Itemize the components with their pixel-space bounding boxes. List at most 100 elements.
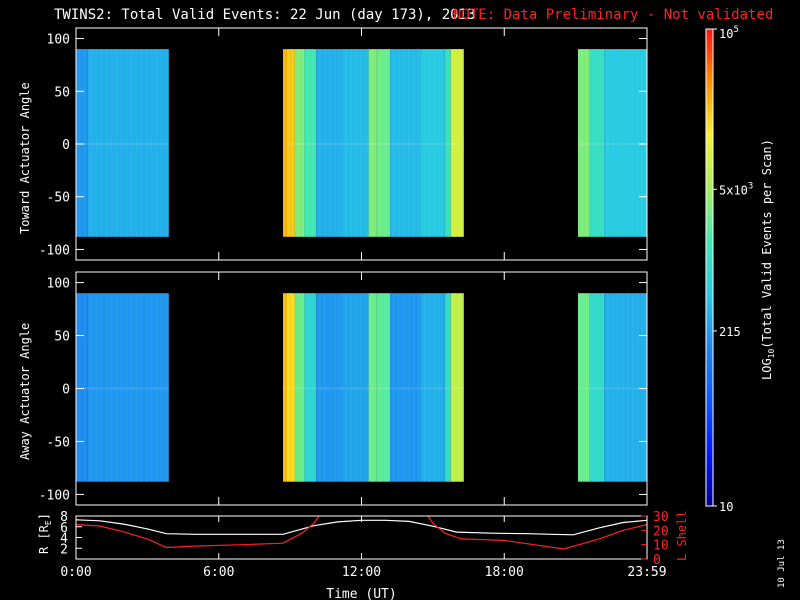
time-xtick-label: 0:00 bbox=[60, 565, 91, 580]
top-band-stripe bbox=[319, 49, 321, 237]
top-band-stripe bbox=[371, 49, 373, 237]
bottom-ytick-label: 50 bbox=[54, 330, 70, 345]
top-band-stripe bbox=[607, 49, 609, 237]
top-band-stripe bbox=[385, 49, 387, 237]
bottom-band-stripe bbox=[592, 293, 595, 482]
radius-ytick-label: 2 bbox=[60, 542, 68, 557]
bottom-band-stripe bbox=[145, 293, 148, 482]
top-band-stripe bbox=[120, 49, 123, 237]
bottom-band-stripe bbox=[581, 293, 583, 482]
top-ytick-label: 100 bbox=[47, 33, 70, 48]
bottom-band-stripe bbox=[429, 293, 431, 482]
top-band-stripe bbox=[155, 49, 158, 237]
top-band-stripe bbox=[458, 49, 460, 237]
bottom-band-stripe bbox=[140, 293, 143, 482]
top-band-stripe bbox=[612, 49, 614, 237]
bottom-band-stripe bbox=[130, 293, 133, 482]
radius-ytick-label: 8 bbox=[60, 510, 68, 525]
bottom-band bbox=[578, 293, 590, 482]
bottom-band bbox=[294, 293, 305, 482]
radius-axis-label: R [RE] bbox=[37, 513, 53, 554]
top-band-stripe bbox=[90, 49, 93, 237]
bottom-band bbox=[304, 293, 317, 482]
top-band-stripe bbox=[165, 49, 168, 237]
top-band-stripe bbox=[424, 49, 426, 237]
top-band-stripe bbox=[453, 49, 455, 237]
bottom-band-stripe bbox=[632, 293, 634, 482]
top-band-stripe bbox=[393, 49, 395, 237]
bottom-band-stripe bbox=[403, 293, 405, 482]
top-band-stripe bbox=[586, 49, 588, 237]
bottom-band-stripe bbox=[607, 293, 609, 482]
ephemeris-frame bbox=[75, 515, 648, 560]
top-band-stripe bbox=[84, 49, 86, 237]
bottom-band-stripe bbox=[345, 293, 347, 482]
bottom-band bbox=[76, 293, 88, 482]
bottom-band-stripe bbox=[84, 293, 86, 482]
bottom-zero-line bbox=[578, 387, 647, 390]
colorbar-tick-label: 105 bbox=[719, 25, 739, 41]
top-band-stripe bbox=[632, 49, 634, 237]
bottom-ytick-label: -100 bbox=[39, 488, 70, 503]
preliminary-note: NOTE: Data Preliminary - Not validated bbox=[453, 7, 774, 23]
bottom-band-stripe bbox=[79, 293, 81, 482]
bottom-band-stripe bbox=[637, 293, 639, 482]
bottom-band-stripe bbox=[385, 293, 387, 482]
figure-title: TWINS2: Total Valid Events: 22 Jun (day … bbox=[54, 7, 476, 23]
top-band-stripe bbox=[597, 49, 600, 237]
top-band-stripe bbox=[160, 49, 163, 237]
top-band-stripe bbox=[95, 49, 98, 237]
top-band-stripe bbox=[350, 49, 352, 237]
colorbar-scale bbox=[705, 28, 714, 507]
bottom-band-stripe bbox=[371, 293, 373, 482]
top-band bbox=[578, 49, 590, 237]
lshell-axis-label: L Shell bbox=[675, 510, 689, 561]
bottom-ytick-label: 100 bbox=[47, 277, 70, 292]
top-band-stripe bbox=[312, 49, 314, 237]
top-band-stripe bbox=[413, 49, 415, 237]
top-band-stripe bbox=[105, 49, 108, 237]
colorbar-label: LOG10(Total Valid Events per Scan) bbox=[760, 139, 776, 380]
top-band-stripe bbox=[429, 49, 431, 237]
top-band-stripe bbox=[439, 49, 441, 237]
bottom-band bbox=[390, 293, 421, 482]
bottom-band bbox=[377, 293, 391, 482]
top-zero-line bbox=[578, 143, 647, 145]
top-band-stripe bbox=[150, 49, 153, 237]
bottom-band-stripe bbox=[360, 293, 362, 482]
top-band-stripe bbox=[302, 49, 305, 237]
bottom-band-stripe bbox=[324, 293, 326, 482]
top-band-stripe bbox=[642, 49, 644, 237]
time-xtick-label: 12:00 bbox=[342, 565, 381, 580]
bottom-band-stripe bbox=[90, 293, 93, 482]
bottom-band-stripe bbox=[602, 293, 605, 482]
top-band-stripe bbox=[100, 49, 103, 237]
lshell-ytick-label: 0 bbox=[653, 553, 661, 568]
top-band bbox=[76, 49, 88, 237]
top-zero-line bbox=[76, 143, 169, 145]
bottom-band-stripe bbox=[312, 293, 314, 482]
bottom-band-stripe bbox=[350, 293, 352, 482]
bottom-band bbox=[444, 293, 451, 482]
colorbar-tick-label: 5x103 bbox=[719, 181, 753, 197]
bottom-band-stripe bbox=[393, 293, 395, 482]
bottom-band-stripe bbox=[307, 293, 309, 482]
top-band-stripe bbox=[145, 49, 148, 237]
top-band bbox=[390, 49, 421, 237]
bottom-band-stripe bbox=[627, 293, 629, 482]
bottom-panel-ylabel: Away Actuator Angle bbox=[18, 322, 32, 460]
bottom-band-stripe bbox=[289, 293, 291, 482]
bottom-band-stripe bbox=[434, 293, 436, 482]
bottom-band-stripe bbox=[165, 293, 168, 482]
radius-ytick-label: 6 bbox=[60, 521, 68, 536]
top-band-stripe bbox=[602, 49, 605, 237]
bottom-band-stripe bbox=[339, 293, 341, 482]
bottom-band-stripe bbox=[105, 293, 108, 482]
time-axis-label: Time (UT) bbox=[326, 587, 396, 600]
bottom-band-stripe bbox=[458, 293, 460, 482]
bottom-band-stripe bbox=[120, 293, 123, 482]
top-band-stripe bbox=[339, 49, 341, 237]
top-band-stripe bbox=[130, 49, 133, 237]
